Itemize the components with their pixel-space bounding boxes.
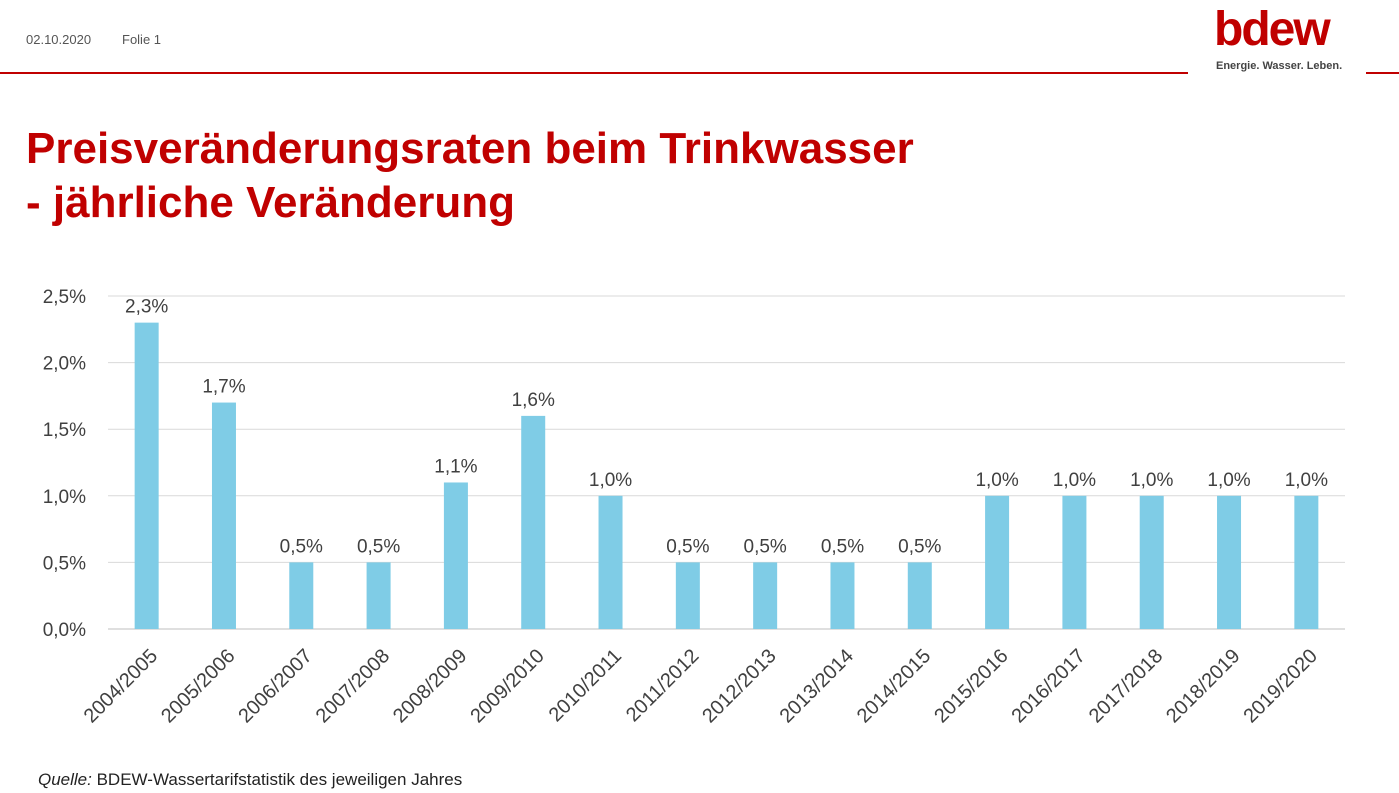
y-tick-label: 0,5% [43,553,86,574]
x-tick-label: 2009/2010 [466,645,548,727]
data-label: 1,7% [202,377,245,398]
title-line-1: Preisveränderungsraten beim Trinkwasser [26,124,914,173]
data-label: 1,0% [1130,470,1173,491]
y-tick-label: 0,0% [43,620,86,641]
slide-number: Folie 1 [122,32,162,47]
bar [907,562,932,629]
source-note: Quelle: BDEW-Wassertarifstatistik des je… [38,770,462,790]
data-label: 0,5% [357,536,400,557]
x-tick-label: 2010/2011 [545,645,626,726]
x-tick-label: 2019/2020 [1239,645,1321,727]
slide-date: 02.10.2020 [26,32,92,47]
logo-wordmark: bdew [1214,3,1331,56]
data-label: 0,5% [280,536,323,557]
data-label: 0,5% [666,536,709,557]
bar-chart: 0,0% 0,5% 1,0% 1,5% 2,0% 2,5% 2,3% 2004/2005 1,7… [43,287,1345,727]
data-label: 1,0% [975,470,1018,491]
y-tick-label: 2,5% [43,287,86,308]
data-label: 1,0% [1285,470,1328,491]
x-tick-label: 2011/2012 [622,645,703,726]
data-label: 0,5% [821,536,864,557]
bar [598,495,623,629]
bar [830,562,855,629]
x-tick-label: 2015/2016 [930,645,1012,727]
bar [134,322,159,629]
bar [1294,495,1319,629]
data-label: 1,0% [589,470,632,491]
data-label: 1,6% [512,390,555,411]
bar [289,562,314,629]
y-tick-label: 1,0% [43,487,86,508]
x-tick-label: 2012/2013 [698,645,780,727]
bar [366,562,391,629]
data-label: 1,1% [434,456,477,477]
data-label: 2,3% [125,297,168,318]
x-tick-label: 2018/2019 [1162,645,1244,727]
x-tick-label: 2004/2005 [80,645,162,727]
bar [521,415,546,629]
x-tick-label: 2007/2008 [312,645,394,727]
x-tick-label: 2016/2017 [1008,645,1090,727]
bdew-logo: bdew Energie. Wasser. Leben. [1190,4,1366,78]
bar [443,482,468,629]
bar [1139,495,1164,629]
data-label: 1,0% [1207,470,1250,491]
x-tick-label: 2014/2015 [853,645,935,727]
x-tick-label: 2008/2009 [389,645,471,727]
y-tick-label: 2,0% [43,354,86,375]
bar [211,402,236,629]
data-label: 0,5% [744,536,787,557]
source-label: Quelle: [38,770,92,789]
data-label: 1,0% [1053,470,1096,491]
bar [675,562,700,629]
y-tick-label: 1,5% [43,420,86,441]
x-tick-label: 2006/2007 [234,645,316,727]
x-tick-label: 2017/2018 [1085,645,1167,727]
slide-title: Preisveränderungsraten beim Trinkwasser … [26,122,914,230]
source-text: BDEW-Wassertarifstatistik des jeweiligen… [91,770,463,789]
header-rule-right [1366,72,1399,74]
bar [1062,495,1087,629]
data-label: 0,5% [898,536,941,557]
bar [1217,495,1242,629]
header-rule [0,72,1188,74]
x-tick-label: 2013/2014 [776,645,858,727]
bar [985,495,1010,629]
logo-tagline: Energie. Wasser. Leben. [1216,60,1343,72]
bar [753,562,778,629]
x-tick-label: 2005/2006 [157,645,239,727]
title-line-2: - jährliche Veränderung [26,178,516,227]
